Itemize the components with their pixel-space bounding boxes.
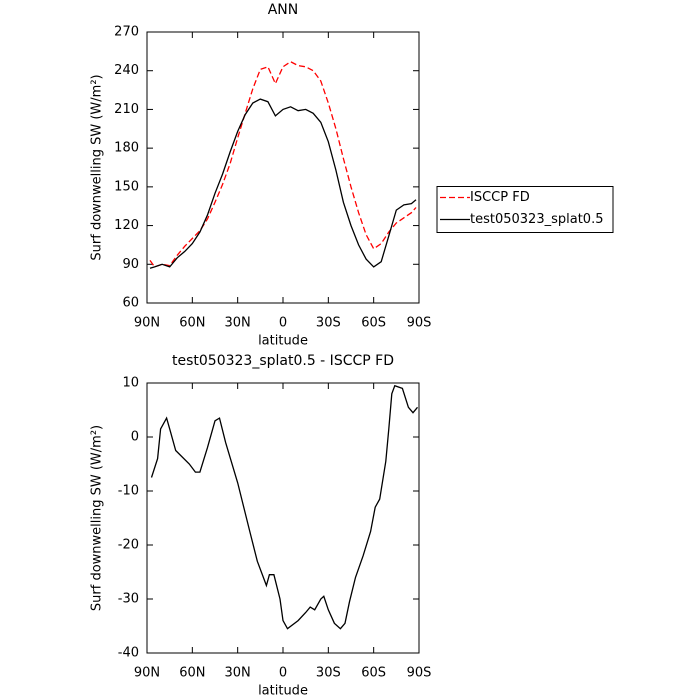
x-tick-label: 60N xyxy=(179,666,205,681)
x-tick-label: 30N xyxy=(225,666,251,681)
chart-title: ANN xyxy=(268,2,299,18)
y-tick-label: -20 xyxy=(118,538,139,553)
plot-frame xyxy=(146,31,420,304)
x-tick-label: 0 xyxy=(279,666,287,681)
x-tick-label: 60N xyxy=(179,316,205,331)
y-tick-label: 10 xyxy=(122,376,139,391)
x-tick-label: 30N xyxy=(225,316,251,331)
y-tick-label: 180 xyxy=(114,141,139,156)
y-tick-label: 150 xyxy=(114,179,139,194)
data-line xyxy=(149,60,417,268)
data-line xyxy=(150,384,418,630)
x-tick-label: 90N xyxy=(134,316,160,331)
y-axis-label: Surf downwelling SW (W/m²) xyxy=(90,74,105,260)
x-tick-label: 30S xyxy=(316,666,341,681)
y-tick-label: 210 xyxy=(114,102,139,117)
x-tick-label: 90S xyxy=(407,316,432,331)
y-tick-label: 60 xyxy=(122,296,139,311)
plot-frame xyxy=(146,382,420,654)
legend-label: test050323_splat0.5 xyxy=(470,212,603,227)
y-tick-label: 270 xyxy=(114,25,139,40)
y-tick-label: 90 xyxy=(122,257,139,272)
x-tick-label: 90N xyxy=(134,666,160,681)
x-tick-label: 90S xyxy=(407,666,432,681)
x-tick-label: 0 xyxy=(279,316,287,331)
y-tick-label: 120 xyxy=(114,218,139,233)
y-tick-label: -40 xyxy=(118,646,139,661)
y-tick-label: -10 xyxy=(118,484,139,499)
legend-box xyxy=(436,186,614,233)
legend-label: ISCCP FD xyxy=(470,190,530,205)
data-line xyxy=(149,98,417,269)
y-tick-label: 0 xyxy=(131,430,139,445)
x-axis-label: latitude xyxy=(258,684,308,699)
x-tick-label: 30S xyxy=(316,316,341,331)
y-tick-label: -30 xyxy=(118,592,139,607)
chart-title: test050323_splat0.5 - ISCCP FD xyxy=(172,353,394,369)
y-tick-label: 240 xyxy=(114,63,139,78)
x-tick-label: 60S xyxy=(361,666,386,681)
y-axis-label: Surf downwelling SW (W/m²) xyxy=(90,425,105,611)
x-tick-label: 60S xyxy=(361,316,386,331)
x-axis-label: latitude xyxy=(258,334,308,349)
